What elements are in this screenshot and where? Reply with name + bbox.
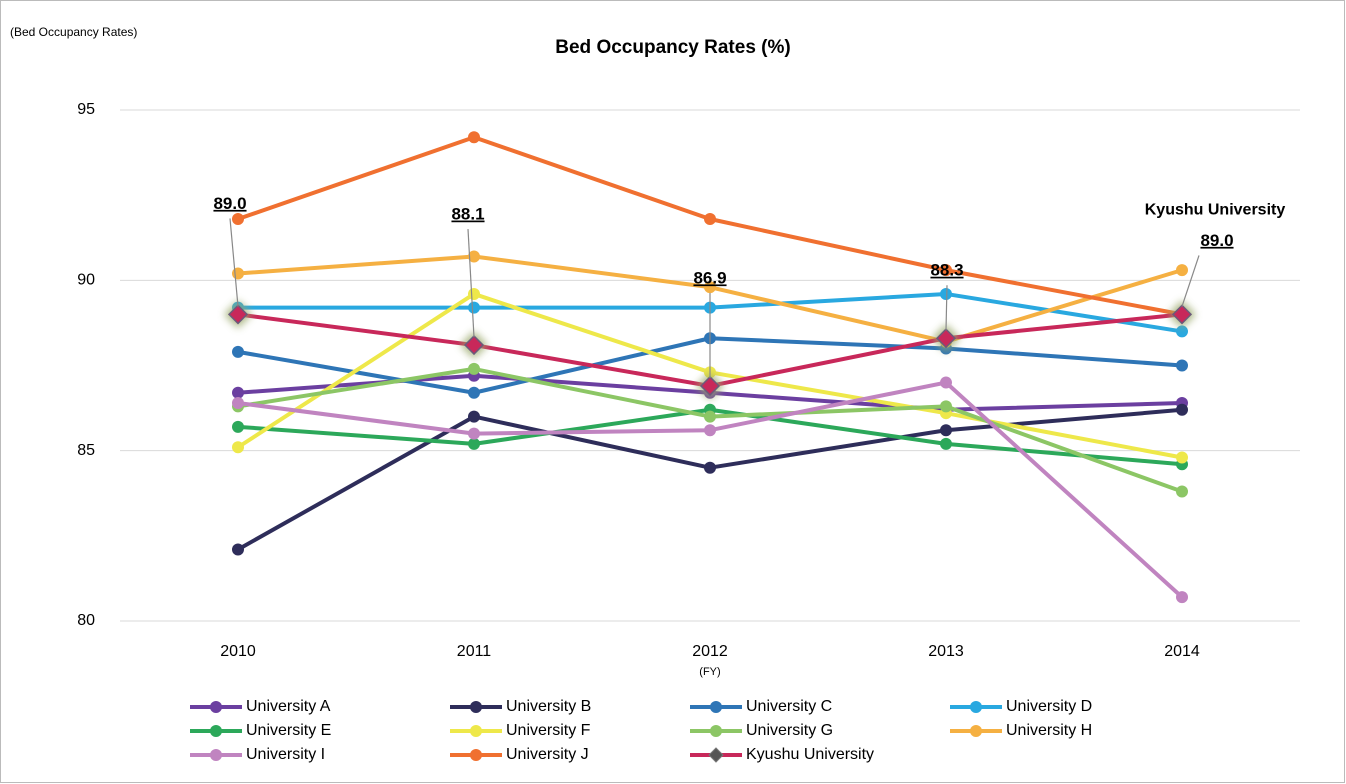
marker (704, 213, 716, 226)
legend-marker (708, 747, 724, 763)
marker (468, 386, 480, 399)
marker (935, 328, 957, 349)
marker (699, 375, 721, 397)
x-axis-label: (FY) (699, 666, 720, 678)
marker (468, 250, 480, 263)
legend-label: University A (246, 698, 331, 715)
legend-label: Kyushu University (746, 746, 874, 763)
legend-marker (710, 725, 722, 737)
data-label: 89.0 (213, 194, 246, 213)
y-tick-label: 95 (77, 101, 95, 118)
marker (940, 424, 952, 437)
data-label: 86.9 (693, 268, 726, 287)
legend-marker (970, 701, 982, 713)
leader-line (229, 218, 239, 307)
x-tick-label: 2010 (220, 643, 256, 660)
legend-marker (710, 701, 722, 713)
marker (1176, 325, 1188, 338)
legend-marker (470, 749, 482, 761)
legend-label: University J (506, 746, 589, 763)
annotation: Kyushu University (1145, 202, 1286, 219)
leader-line (945, 285, 948, 331)
marker (463, 334, 485, 356)
marker (704, 424, 716, 437)
legend-label: University E (246, 722, 331, 739)
marker (940, 437, 952, 450)
marker (1176, 451, 1188, 464)
y-tick-label: 90 (77, 272, 95, 289)
marker (940, 287, 952, 300)
marker (232, 267, 244, 280)
series (232, 250, 1188, 348)
marker (1171, 304, 1193, 325)
series (232, 362, 1188, 498)
leader-line (1181, 255, 1200, 307)
x-tick-label: 2012 (692, 643, 728, 660)
legend-label: University C (746, 698, 832, 715)
marker (704, 410, 716, 423)
leader-line (467, 229, 475, 338)
marker (227, 304, 249, 325)
marker (232, 441, 244, 454)
marker (468, 362, 480, 375)
marker (232, 386, 244, 399)
series (232, 403, 1188, 471)
marker (1176, 264, 1188, 277)
legend-marker (970, 725, 982, 737)
chart-title: Bed Occupancy Rates (%) (555, 37, 790, 58)
legend-label: University B (506, 698, 591, 715)
data-label: 88.3 (930, 261, 963, 280)
legend-marker (210, 701, 222, 713)
legend-marker (470, 725, 482, 737)
marker (1176, 591, 1188, 604)
marker (468, 131, 480, 144)
legend-label: University H (1006, 722, 1092, 739)
marker (704, 461, 716, 474)
legend-marker (210, 749, 222, 761)
data-label: 88.1 (451, 205, 484, 224)
x-tick-label: 2013 (928, 643, 964, 660)
marker (468, 410, 480, 423)
marker (468, 427, 480, 440)
legend-marker (470, 701, 482, 713)
series (224, 300, 1196, 400)
marker (468, 287, 480, 300)
marker (232, 213, 244, 226)
legend-label: University G (746, 722, 833, 739)
marker (940, 400, 952, 413)
marker (1176, 485, 1188, 498)
marker (232, 345, 244, 358)
y-tick-label: 85 (77, 442, 95, 459)
series (232, 403, 1188, 556)
legend-label: University D (1006, 698, 1092, 715)
marker (232, 420, 244, 433)
marker (468, 437, 480, 450)
marker (232, 543, 244, 556)
marker (1176, 359, 1188, 372)
x-tick-label: 2011 (457, 643, 492, 660)
legend-label: University F (506, 722, 591, 739)
series (232, 376, 1188, 604)
marker (940, 376, 952, 389)
x-tick-label: 2014 (1164, 643, 1200, 660)
marker (1176, 403, 1188, 416)
data-label: 89.0 (1200, 231, 1233, 250)
legend-label: University I (246, 746, 325, 763)
marker (232, 396, 244, 409)
y-axis-label: (Bed Occupancy Rates) (10, 25, 137, 39)
y-tick-label: 80 (77, 612, 95, 629)
marker (940, 264, 952, 277)
marker (468, 301, 480, 314)
legend-marker (210, 725, 222, 737)
marker (704, 281, 716, 294)
